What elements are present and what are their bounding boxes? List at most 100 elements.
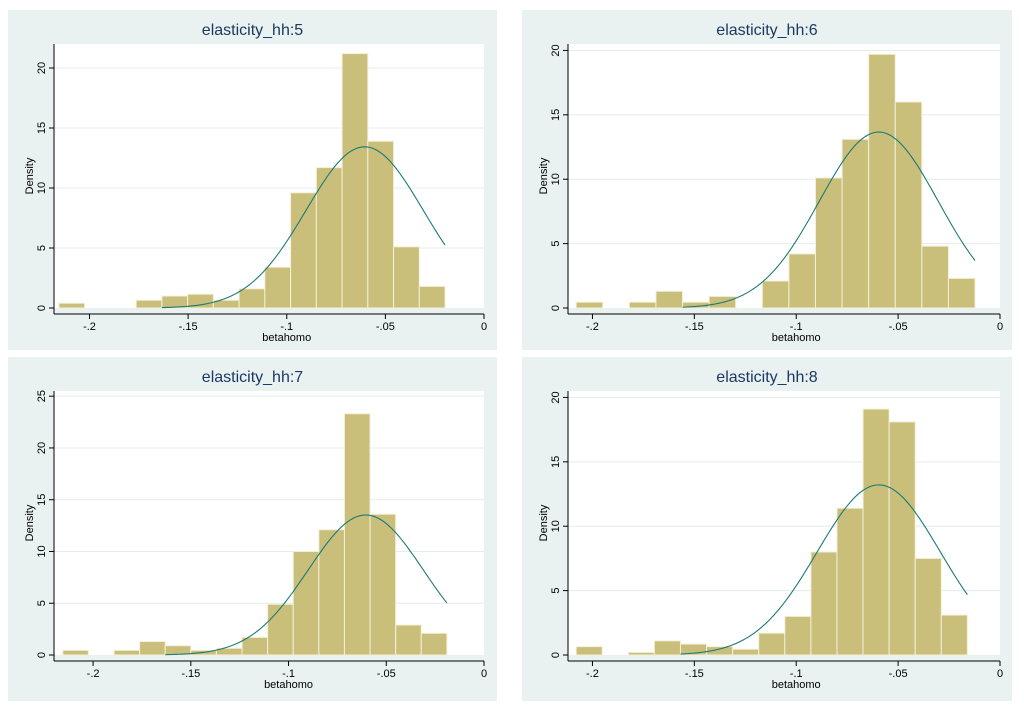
histogram-bar [761, 280, 790, 309]
x-tick-label: -.1 [790, 321, 803, 333]
histogram-bar [914, 557, 942, 656]
y-tick-label: 20 [36, 442, 48, 454]
y-tick-label: 10 [36, 545, 48, 557]
chart-title: elasticity_hh:7 [201, 369, 304, 386]
y-tick-label: 5 [36, 600, 48, 606]
histogram-bar [868, 53, 896, 309]
y-tick-label: 15 [550, 456, 562, 468]
histogram-bar [921, 245, 949, 309]
histogram-bar [758, 632, 786, 656]
histogram-bar [575, 301, 604, 309]
x-axis-title: betahomo [772, 679, 821, 691]
y-tick-label: 10 [36, 182, 48, 194]
x-tick-label: -.05 [377, 668, 396, 680]
histogram-bar [369, 513, 397, 656]
chart-svg-1: 0 5 10 15 20 -.2 -.15 -.1 -.05 0 betahomo Density [24, 44, 487, 344]
y-tick-label: 10 [550, 173, 562, 185]
histogram-bar [627, 651, 655, 656]
histogram-bar [315, 167, 343, 309]
chart-title: elasticity_hh:5 [201, 22, 304, 39]
chart-title: elasticity_hh:6 [716, 22, 818, 39]
normal-density-curve [682, 131, 976, 308]
x-tick-label: -.2 [586, 668, 599, 680]
histogram-bar [420, 632, 448, 656]
y-tick-label: 0 [550, 652, 562, 658]
y-axis-title: Density [24, 157, 36, 194]
x-tick-label: 0 [997, 668, 1003, 680]
x-tick-label: 0 [481, 668, 487, 680]
x-tick-label: 0 [997, 321, 1003, 333]
y-axis-title: Density [538, 157, 550, 194]
histogram-bar [888, 421, 916, 656]
histogram-bar [653, 640, 681, 656]
y-tick-label: 5 [550, 241, 562, 247]
histogram-bar [139, 641, 166, 656]
chart-panel-3: elasticity_hh:7 0 5 10 15 20 25 -.2 -.15 -.1 -.05… [8, 357, 497, 701]
chart-title: elasticity_hh:8 [716, 369, 818, 386]
histogram-bar [418, 285, 446, 309]
x-axis-title: betahomo [772, 332, 821, 344]
normal-density-curve [680, 484, 968, 655]
x-tick-label: -.15 [181, 668, 200, 680]
histogram-bar [947, 277, 976, 309]
chart-panel-1: elasticity_hh:5 0 5 10 15 20 -.2 -.15 -.1 -.05 0 b… [8, 10, 497, 350]
x-tick-label: -.1 [790, 668, 803, 680]
histogram-bar [241, 636, 269, 656]
x-tick-label: -.2 [586, 321, 599, 333]
histogram-bar [318, 529, 345, 656]
chart-panel-4: elasticity_hh:8 0 5 10 15 20 -.2 -.15 -.1 -.05 0 b… [522, 357, 1012, 701]
histogram-bar [628, 301, 657, 309]
histogram-bar [62, 649, 89, 656]
x-tick-label: -.05 [889, 321, 908, 333]
histogram-bar [267, 603, 294, 656]
x-tick-label: -.05 [889, 668, 908, 680]
histogram-bar [841, 138, 870, 309]
x-tick-label: 0 [481, 321, 487, 333]
x-tick-label: -.15 [179, 321, 198, 333]
histogram-bar [343, 413, 371, 656]
histogram-bar [575, 646, 603, 656]
y-tick-label: 20 [550, 44, 562, 56]
y-tick-label: 20 [36, 62, 48, 74]
histogram-bar [940, 614, 968, 656]
histogram-bar [836, 507, 864, 656]
histogram-bar [788, 253, 816, 309]
y-tick-label: 15 [550, 109, 562, 121]
y-tick-label: 25 [36, 390, 48, 402]
chart-panel-2: elasticity_hh:6 0 5 10 15 20 -.2 -.15 -.1 -.05 0 b… [522, 10, 1012, 350]
x-tick-label: -.1 [280, 321, 293, 333]
histogram-bar [238, 288, 266, 309]
x-tick-label: -.1 [282, 668, 295, 680]
y-tick-label: 5 [550, 588, 562, 594]
chart-svg-4: 0 5 10 15 20 -.2 -.15 -.1 -.05 0 betahomo Density [538, 391, 1003, 691]
histogram-bar [341, 53, 369, 309]
y-tick-label: 15 [36, 494, 48, 506]
histogram-bar [894, 101, 923, 309]
normal-density-curve [165, 514, 448, 656]
x-tick-label: -.2 [87, 668, 100, 680]
x-axis-title: betahomo [264, 679, 313, 691]
x-tick-label: -.15 [685, 321, 704, 333]
y-tick-label: 15 [36, 122, 48, 134]
histogram-bar [264, 266, 292, 309]
histogram-bar [732, 648, 760, 656]
x-tick-label: -.2 [83, 321, 96, 333]
chart-svg-3: 0 5 10 15 20 25 -.2 -.15 -.1 -.05 0 betahomo Density [24, 390, 487, 691]
histogram-bar [784, 615, 812, 656]
x-tick-label: -.15 [685, 668, 704, 680]
histogram-bar [290, 192, 317, 309]
histogram-bar [814, 177, 843, 309]
chart-svg-2: 0 5 10 15 20 -.2 -.15 -.1 -.05 0 betahomo Density [538, 44, 1003, 344]
y-tick-label: 0 [550, 305, 562, 311]
histogram-bar [862, 408, 890, 656]
y-tick-label: 0 [36, 305, 48, 311]
histogram-bar [810, 551, 838, 656]
y-tick-label: 0 [36, 652, 48, 658]
histogram-bar [655, 290, 684, 309]
y-axis-title: Density [24, 504, 36, 541]
histogram-bar [135, 299, 163, 309]
normal-density-curve [161, 146, 446, 309]
histogram-bar [367, 140, 395, 309]
x-tick-label: -.05 [376, 321, 395, 333]
histogram-bar [393, 246, 420, 309]
